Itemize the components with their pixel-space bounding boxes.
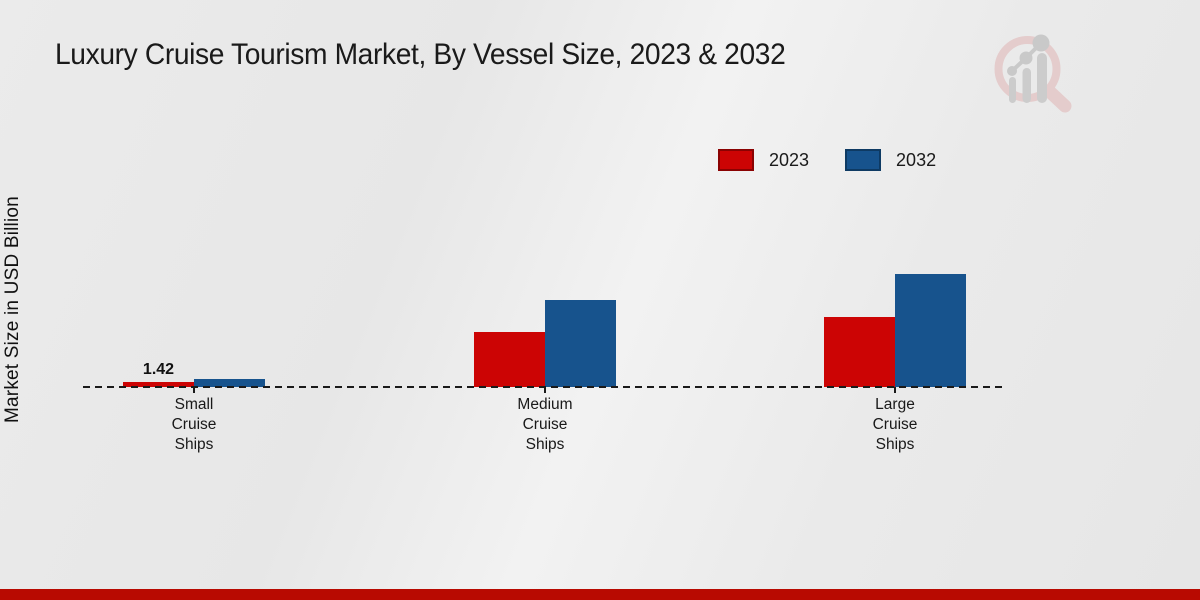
category-label-large-cruise-ships: Large Cruise Ships — [872, 396, 918, 453]
bar-value-label: 1.42 — [142, 361, 175, 378]
legend-label-2023: 2023 — [769, 149, 810, 170]
bar-2032-medium-cruise-ships — [545, 300, 616, 387]
x-axis-tick — [544, 387, 546, 393]
bar-2032-large-cruise-ships — [895, 274, 966, 387]
category-label-small-cruise-ships: Small Cruise Ships — [171, 396, 217, 453]
bar-2023-small-cruise-ships — [123, 382, 194, 387]
y-axis-label: Market Size in USD Billion — [2, 196, 23, 424]
x-axis-tick — [894, 387, 896, 393]
zero-baseline — [83, 386, 1007, 388]
legend-swatch-2023 — [718, 149, 754, 171]
legend: 2023 2032 — [718, 149, 936, 171]
bar-2023-medium-cruise-ships — [474, 332, 545, 387]
legend-label-2032: 2032 — [896, 149, 937, 170]
footer-accent-bar — [0, 589, 1200, 600]
chart-title: Luxury Cruise Tourism Market, By Vessel … — [55, 38, 786, 71]
category-label-medium-cruise-ships: Medium Cruise Ships — [517, 396, 573, 453]
market-research-logo-icon — [994, 34, 1072, 113]
bar-2023-large-cruise-ships — [824, 317, 895, 387]
legend-swatch-2032 — [845, 149, 882, 171]
x-axis-tick — [193, 387, 195, 393]
bar-2032-small-cruise-ships — [194, 379, 265, 387]
